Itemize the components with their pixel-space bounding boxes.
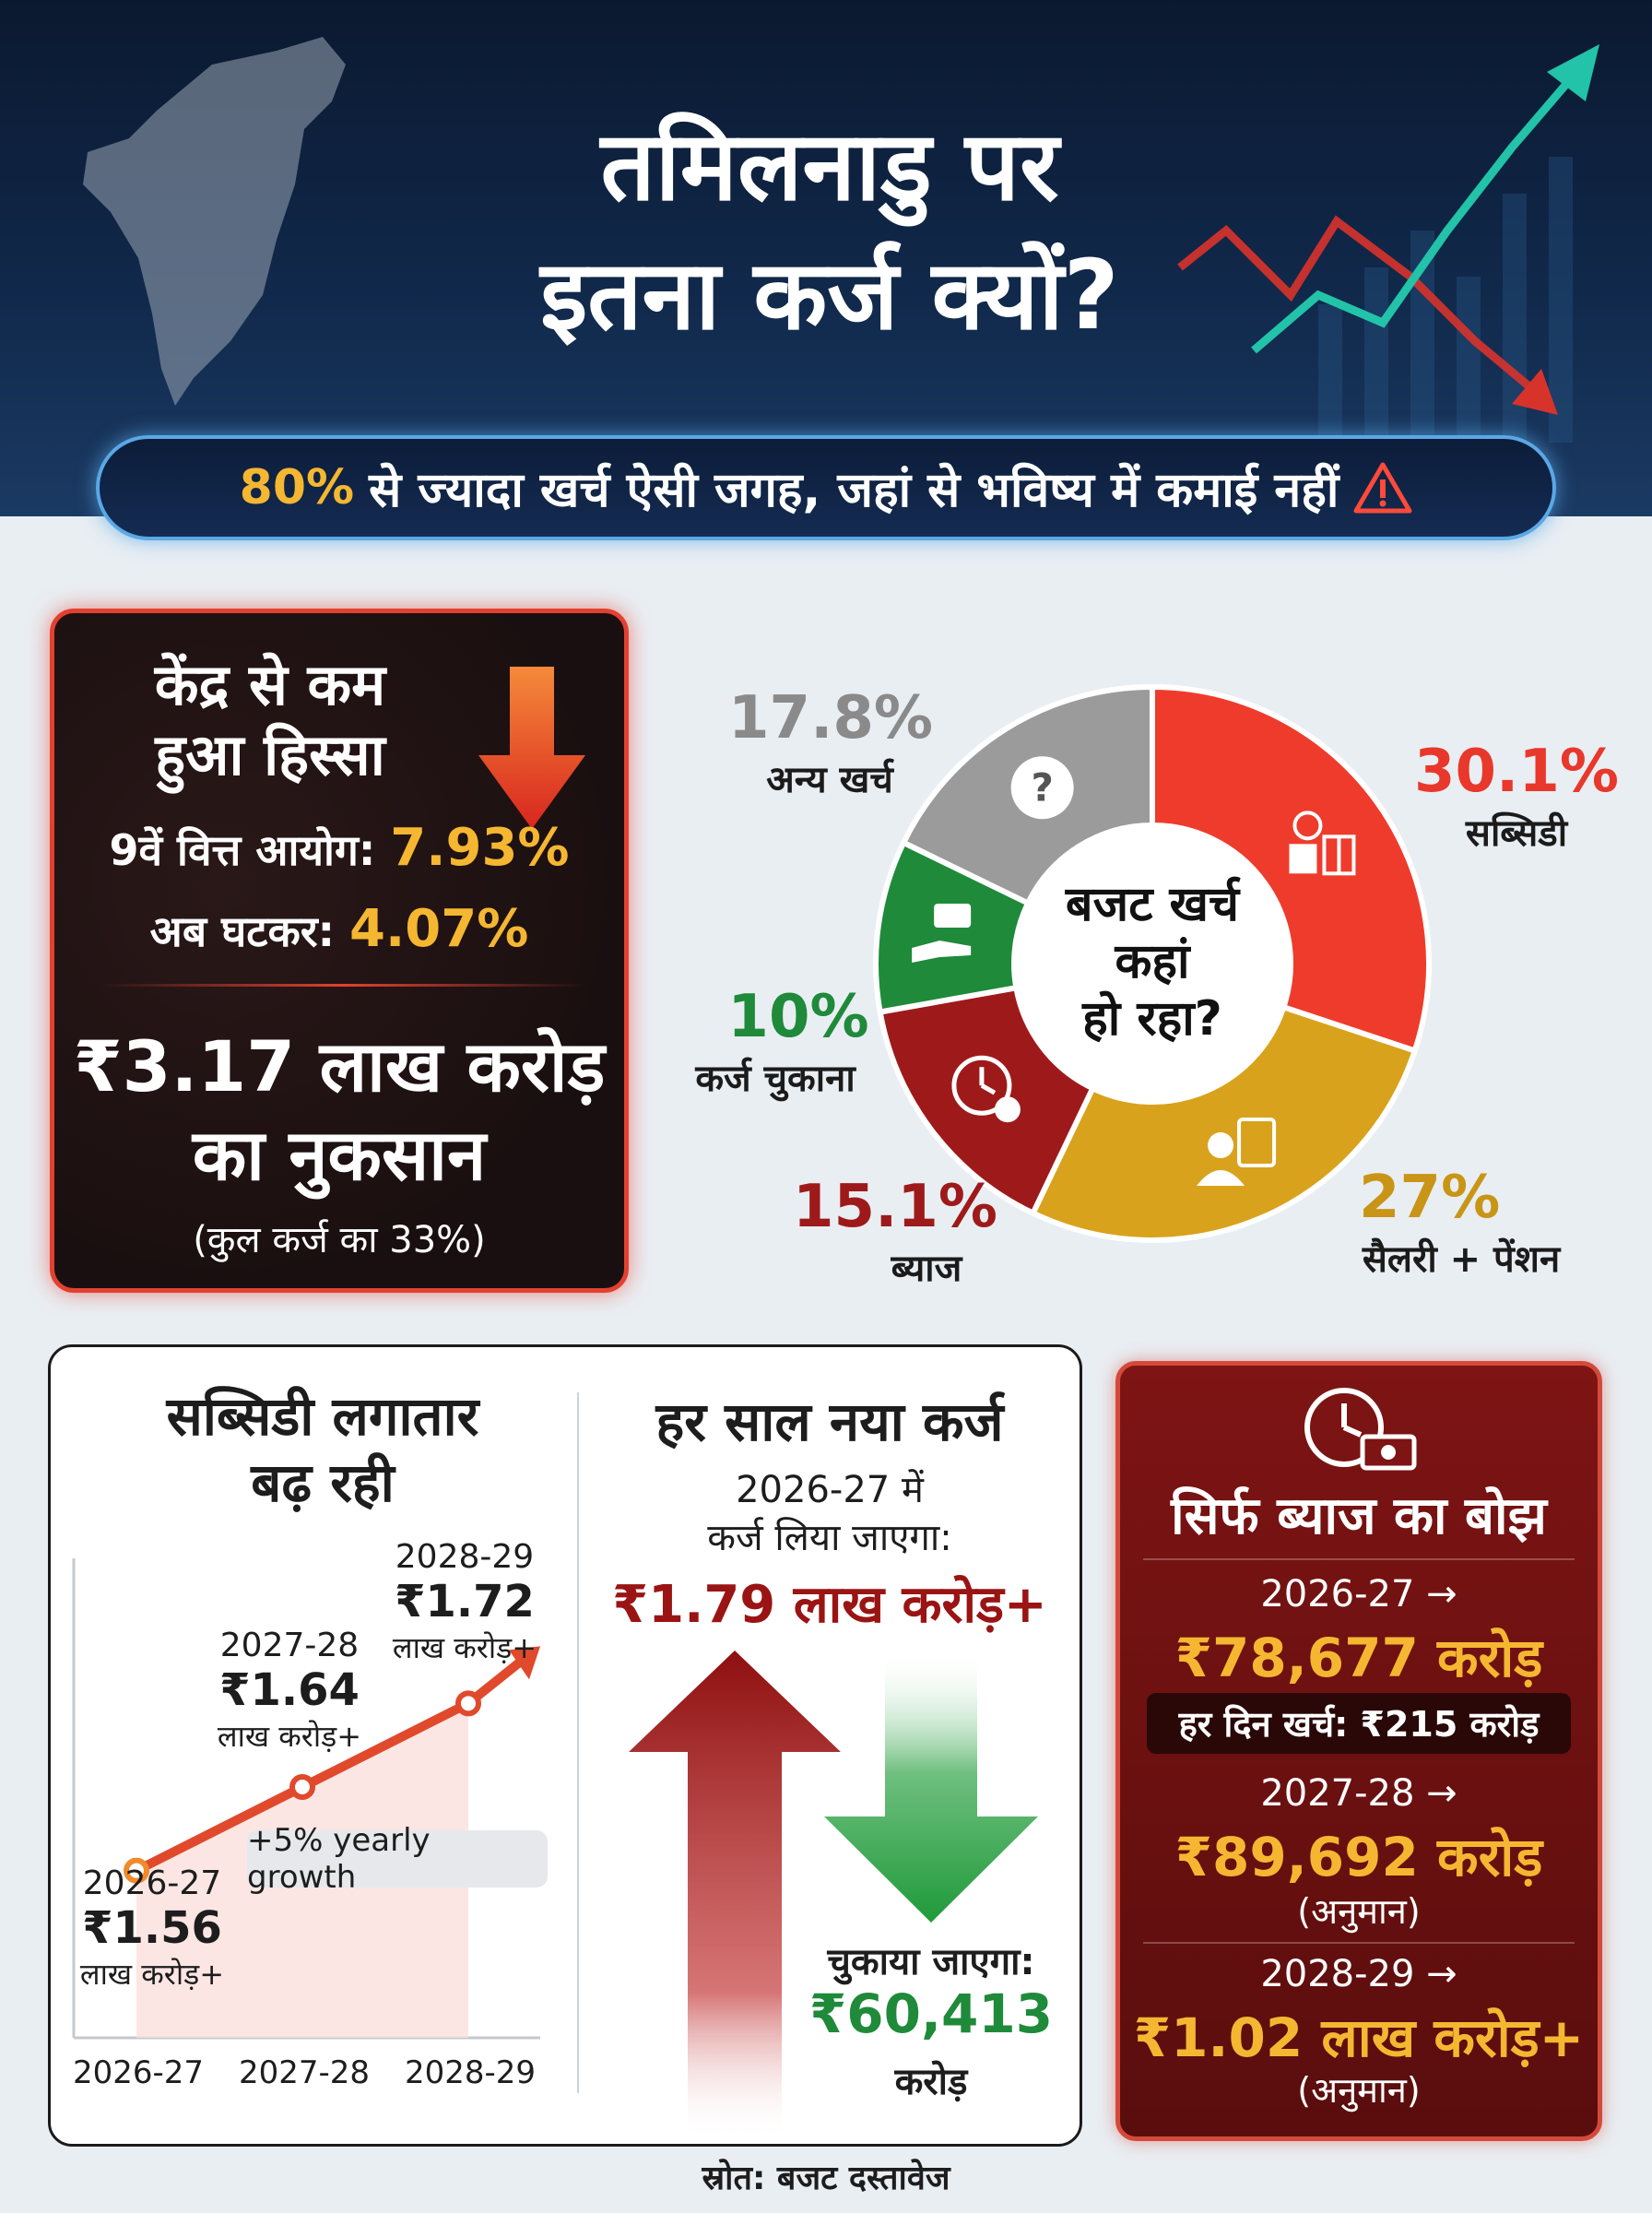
clock-money-icon bbox=[1304, 1388, 1417, 1471]
page-title: तमिलनाडु पर इतना कर्ज क्यों? bbox=[350, 101, 1309, 360]
clock-percent-icon bbox=[951, 1055, 1021, 1123]
subtitle-highlight: 80% bbox=[239, 460, 355, 515]
section-divider bbox=[577, 1392, 579, 2093]
donut-center-label: बजट खर्च कहां हो रहा? bbox=[1065, 877, 1240, 1047]
point-label-2028-29: 2028-29 ₹1.72 लाख करोड़+ bbox=[392, 1538, 537, 1665]
label-salary-pension: 27% सैलरी + पेंशन bbox=[1359, 1164, 1561, 1281]
donut-slice-clock-percent-icon bbox=[877, 984, 1097, 1217]
subtitle-banner: 80% से ज्यादा खर्च ऐसी जगह, जहां से भविष… bbox=[96, 435, 1556, 540]
point-label-2026-27: 2026-27 ₹1.56 लाख करोड़+ bbox=[79, 1864, 225, 1992]
interest-note-2027-28: (अनुमान) bbox=[1297, 1891, 1421, 1932]
subtitle-text: से ज्यादा खर्च ऐसी जगह, जहां से भविष्य म… bbox=[369, 462, 1339, 518]
label-debt-repay: 10% कर्ज चुकाना bbox=[695, 983, 869, 1100]
borrow-up-arrow-icon bbox=[629, 1651, 841, 2139]
borrow-description: 2026-27 में कर्ज लिया जाएगा: bbox=[707, 1469, 952, 1559]
background-decoration bbox=[83, 37, 1599, 443]
svg-text:?: ? bbox=[1031, 764, 1053, 810]
money-gift-icon bbox=[1289, 811, 1356, 876]
divider bbox=[1143, 1558, 1575, 1560]
x-tick-2026-27: 2026-27 bbox=[72, 2054, 205, 2091]
interest-title: सिर्फ ब्याज का बोझ bbox=[1171, 1486, 1547, 1546]
label-interest: 15.1% ब्याज bbox=[793, 1173, 998, 1290]
subsidy-point-2028-29 bbox=[455, 1690, 481, 1717]
divider bbox=[100, 984, 587, 987]
trend-arrow-icon bbox=[509, 1646, 540, 1680]
header-banner: तमिलनाडु पर इतना कर्ज क्यों? bbox=[0, 0, 1652, 516]
central-share-card: केंद्र से कम हुआ हिस्सा 9वें वित्त आयोग:… bbox=[50, 609, 629, 1293]
employee-id-icon bbox=[1197, 1118, 1277, 1187]
point-label-2027-28: 2027-28 ₹1.64 लाख करोड़+ bbox=[217, 1627, 362, 1754]
repay-down-arrow-icon bbox=[824, 1651, 1038, 1923]
interest-value-2026-27: ₹78,677 करोड़ bbox=[1174, 1627, 1543, 1689]
subsidy-title: सब्सिडी लगातार बढ़ रही bbox=[166, 1385, 479, 1514]
subsidy-point-2026-27 bbox=[124, 1857, 149, 1884]
tamil-nadu-map-icon bbox=[83, 37, 346, 406]
repay-value: ₹60,413 bbox=[808, 1982, 1054, 2045]
title-line-1: तमिलनाडु पर bbox=[600, 110, 1059, 222]
new-loan-title: हर साल नया कर्ज bbox=[655, 1391, 1004, 1453]
label-other: 17.8% अन्य खर्च bbox=[728, 684, 934, 801]
label-subsidy: 30.1% सब्सिडी bbox=[1413, 738, 1620, 855]
daily-cost-badge: हर दिन खर्च: ₹215 करोड़ bbox=[1147, 1693, 1571, 1754]
warning-icon bbox=[1353, 462, 1412, 514]
growth-badge: +5% yearly growth bbox=[247, 1822, 548, 1896]
down-arrow-icon bbox=[478, 667, 585, 829]
current-share-line: अब घटकर: 4.07% bbox=[149, 899, 529, 959]
central-share-title: केंद्र से कम हुआ हिस्सा bbox=[154, 651, 386, 788]
loss-amount: ₹3.17 लाख करोड़ का नुकसान bbox=[73, 1025, 606, 1196]
subsidy-point-2027-28 bbox=[289, 1774, 315, 1800]
subsidy-series-line bbox=[132, 1654, 528, 1876]
donut-slice-employee-id-icon bbox=[1029, 1003, 1419, 1243]
x-tick-2027-28: 2027-28 bbox=[238, 2054, 371, 2091]
repay-label: चुकाया जाएगा: bbox=[827, 1941, 1035, 1983]
budget-donut-chart: ? bbox=[873, 683, 1432, 1243]
ninth-commission-line: 9वें वित्त आयोग: 7.93% bbox=[109, 818, 570, 878]
borrow-value: ₹1.79 लाख करोड़+ bbox=[612, 1575, 1047, 1635]
x-tick-2028-29: 2028-29 bbox=[404, 2054, 537, 2091]
interest-year-2026-27: 2026-27 → bbox=[1260, 1573, 1457, 1615]
title-line-2: इतना कर्ज क्यों? bbox=[540, 239, 1119, 351]
question-bubble-icon: ? bbox=[1010, 756, 1074, 820]
interest-year-2028-29: 2028-29 → bbox=[1260, 1953, 1457, 1995]
interest-note-2028-29: (अनुमान) bbox=[1297, 2070, 1421, 2111]
loss-note: (कुल कर्ज का 33%) bbox=[193, 1219, 486, 1261]
repay-unit: करोड़ bbox=[894, 2061, 968, 2103]
divider bbox=[1143, 1942, 1575, 1944]
interest-year-2027-28: 2027-28 → bbox=[1260, 1772, 1457, 1815]
hand-cash-icon bbox=[912, 903, 972, 963]
interest-value-2027-28: ₹89,692 करोड़ bbox=[1174, 1826, 1543, 1888]
interest-value-2028-29: ₹1.02 लाख करोड़+ bbox=[1133, 2006, 1585, 2069]
source-note: स्रोत: बजट दस्तावेज bbox=[702, 2160, 950, 2197]
